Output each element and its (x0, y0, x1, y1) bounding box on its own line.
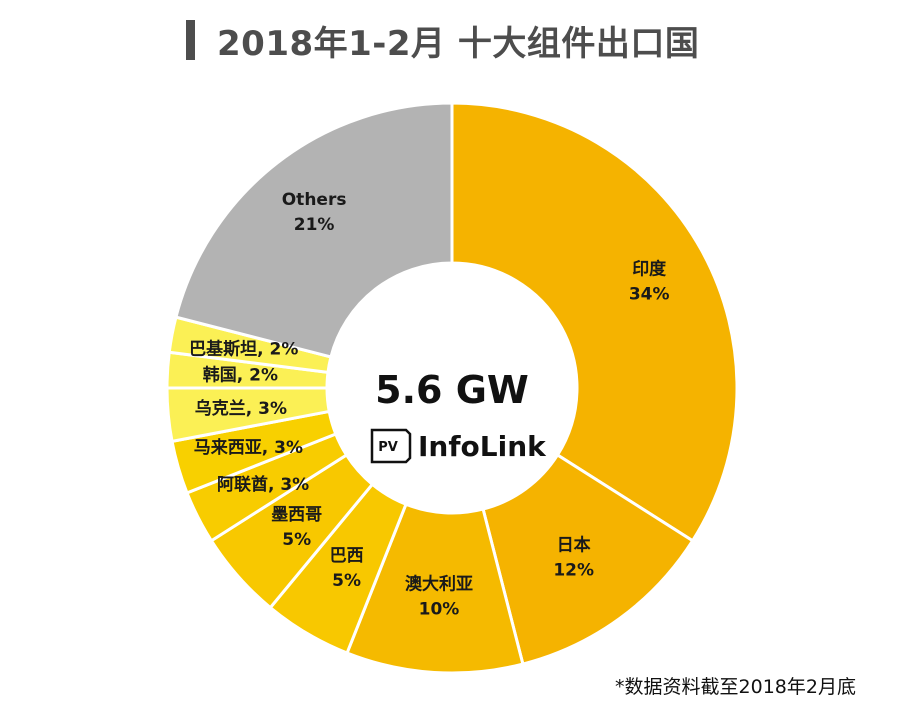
slice-0 (450, 101, 739, 543)
logo-pv: PV (378, 440, 398, 455)
slice-label-1: 日本 (557, 535, 591, 556)
slice-1 (481, 452, 695, 666)
infolink-logo: PV InfoLink (370, 428, 547, 464)
chart-title: 2018年1-2月 十大组件出口国 (217, 23, 700, 64)
slice-label-2: 澳大利亚 (405, 574, 473, 595)
slice-value-3: 5% (332, 571, 361, 591)
slice-label-5: 阿联酋, 3% (217, 474, 309, 495)
slice-label-8: 韩国, 2% (203, 365, 278, 386)
title-accent-bar (186, 20, 195, 60)
donut-slices (165, 101, 739, 675)
slice-label-6: 马来西亚, 3% (194, 437, 303, 458)
slice-label-9: 巴基斯坦, 2% (189, 338, 298, 359)
slice-10 (174, 101, 454, 359)
slice-value-0: 34% (629, 285, 670, 305)
center-total: 5.6 GW (375, 368, 529, 412)
logo-name: InfoLink (418, 430, 547, 463)
slice-value-2: 10% (419, 600, 460, 620)
slice-label-4: 墨西哥 (271, 505, 322, 525)
chart-title-wrap: 2018年1-2月 十大组件出口国 (186, 14, 699, 66)
footnote: *数据资料截至2018年2月底 (615, 676, 856, 698)
slice-label-3: 巴西 (330, 546, 364, 566)
slice-value-4: 5% (282, 530, 311, 550)
center-group: 5.6 GW PV InfoLink (370, 368, 547, 464)
slice-label-7: 乌克兰, 3% (195, 398, 287, 419)
slice-label-0: 印度 (632, 259, 667, 280)
pv-box-icon (370, 428, 412, 464)
slice-value-10: 21% (294, 215, 335, 235)
slice-value-1: 12% (553, 561, 594, 581)
slice-label-10: Others (282, 190, 347, 210)
slice-labels: 印度 34% 日本 12% 澳大利亚 10% 巴西 5% 墨西哥 5% 阿联酋, 3% 马来西亚, 3… (189, 190, 669, 619)
